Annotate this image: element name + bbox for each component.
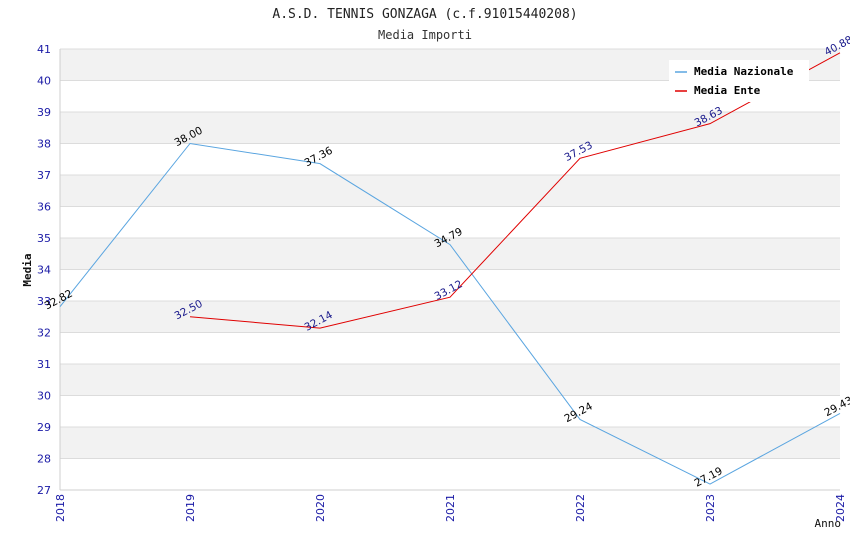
legend-box	[669, 60, 809, 102]
x-tick-label: 2021	[444, 494, 457, 522]
x-tick-label: 2019	[184, 494, 197, 522]
y-axis-label: Media	[21, 253, 34, 286]
x-tick-label: 2020	[314, 494, 327, 522]
x-tick-label: 2023	[704, 494, 717, 522]
y-tick-label: 28	[37, 453, 51, 466]
grid-band	[60, 364, 840, 396]
x-tick-label: 2024	[834, 494, 847, 522]
y-tick-label: 39	[37, 106, 51, 119]
y-tick-label: 38	[37, 138, 51, 151]
grid-band	[60, 175, 840, 207]
y-tick-label: 36	[37, 201, 51, 214]
legend-label-media-ente: Media Ente	[694, 84, 761, 97]
grid-band	[60, 427, 840, 459]
series-line-media-ente	[189, 52, 841, 329]
chart-subtitle: Media Importi	[378, 28, 472, 42]
y-tick-label: 37	[37, 169, 51, 182]
y-tick-label: 29	[37, 421, 51, 434]
series-line-media-nazionale	[59, 142, 841, 485]
grid-band	[60, 112, 840, 144]
grid-bands	[60, 49, 840, 459]
y-axis-ticks: 27 28 29 30 31 32 33 34 35 36 37 38 39 40 41	[37, 43, 51, 497]
y-tick-label: 27	[37, 484, 51, 497]
y-tick-label: 30	[37, 390, 51, 403]
y-tick-label: 40	[37, 75, 51, 88]
series-lines	[59, 52, 841, 485]
x-axis-label: Anno	[815, 517, 842, 530]
y-tick-label: 41	[37, 43, 51, 56]
y-tick-label: 33	[37, 295, 51, 308]
y-tick-label: 35	[37, 232, 51, 245]
chart-title: A.S.D. TENNIS GONZAGA (c.f.91015440208)	[272, 7, 577, 22]
y-tick-label: 32	[37, 327, 51, 340]
grid-band	[60, 238, 840, 270]
y-tick-label: 34	[37, 264, 51, 277]
x-axis-ticks: 2018 2019 2020 2021 2022 2023 2024	[54, 494, 847, 522]
y-tick-label: 31	[37, 358, 51, 371]
legend: Media Nazionale Media Ente	[669, 60, 809, 102]
x-tick-label: 2022	[574, 494, 587, 522]
legend-label-media-nazionale: Media Nazionale	[694, 65, 794, 78]
x-tick-label: 2018	[54, 494, 67, 522]
